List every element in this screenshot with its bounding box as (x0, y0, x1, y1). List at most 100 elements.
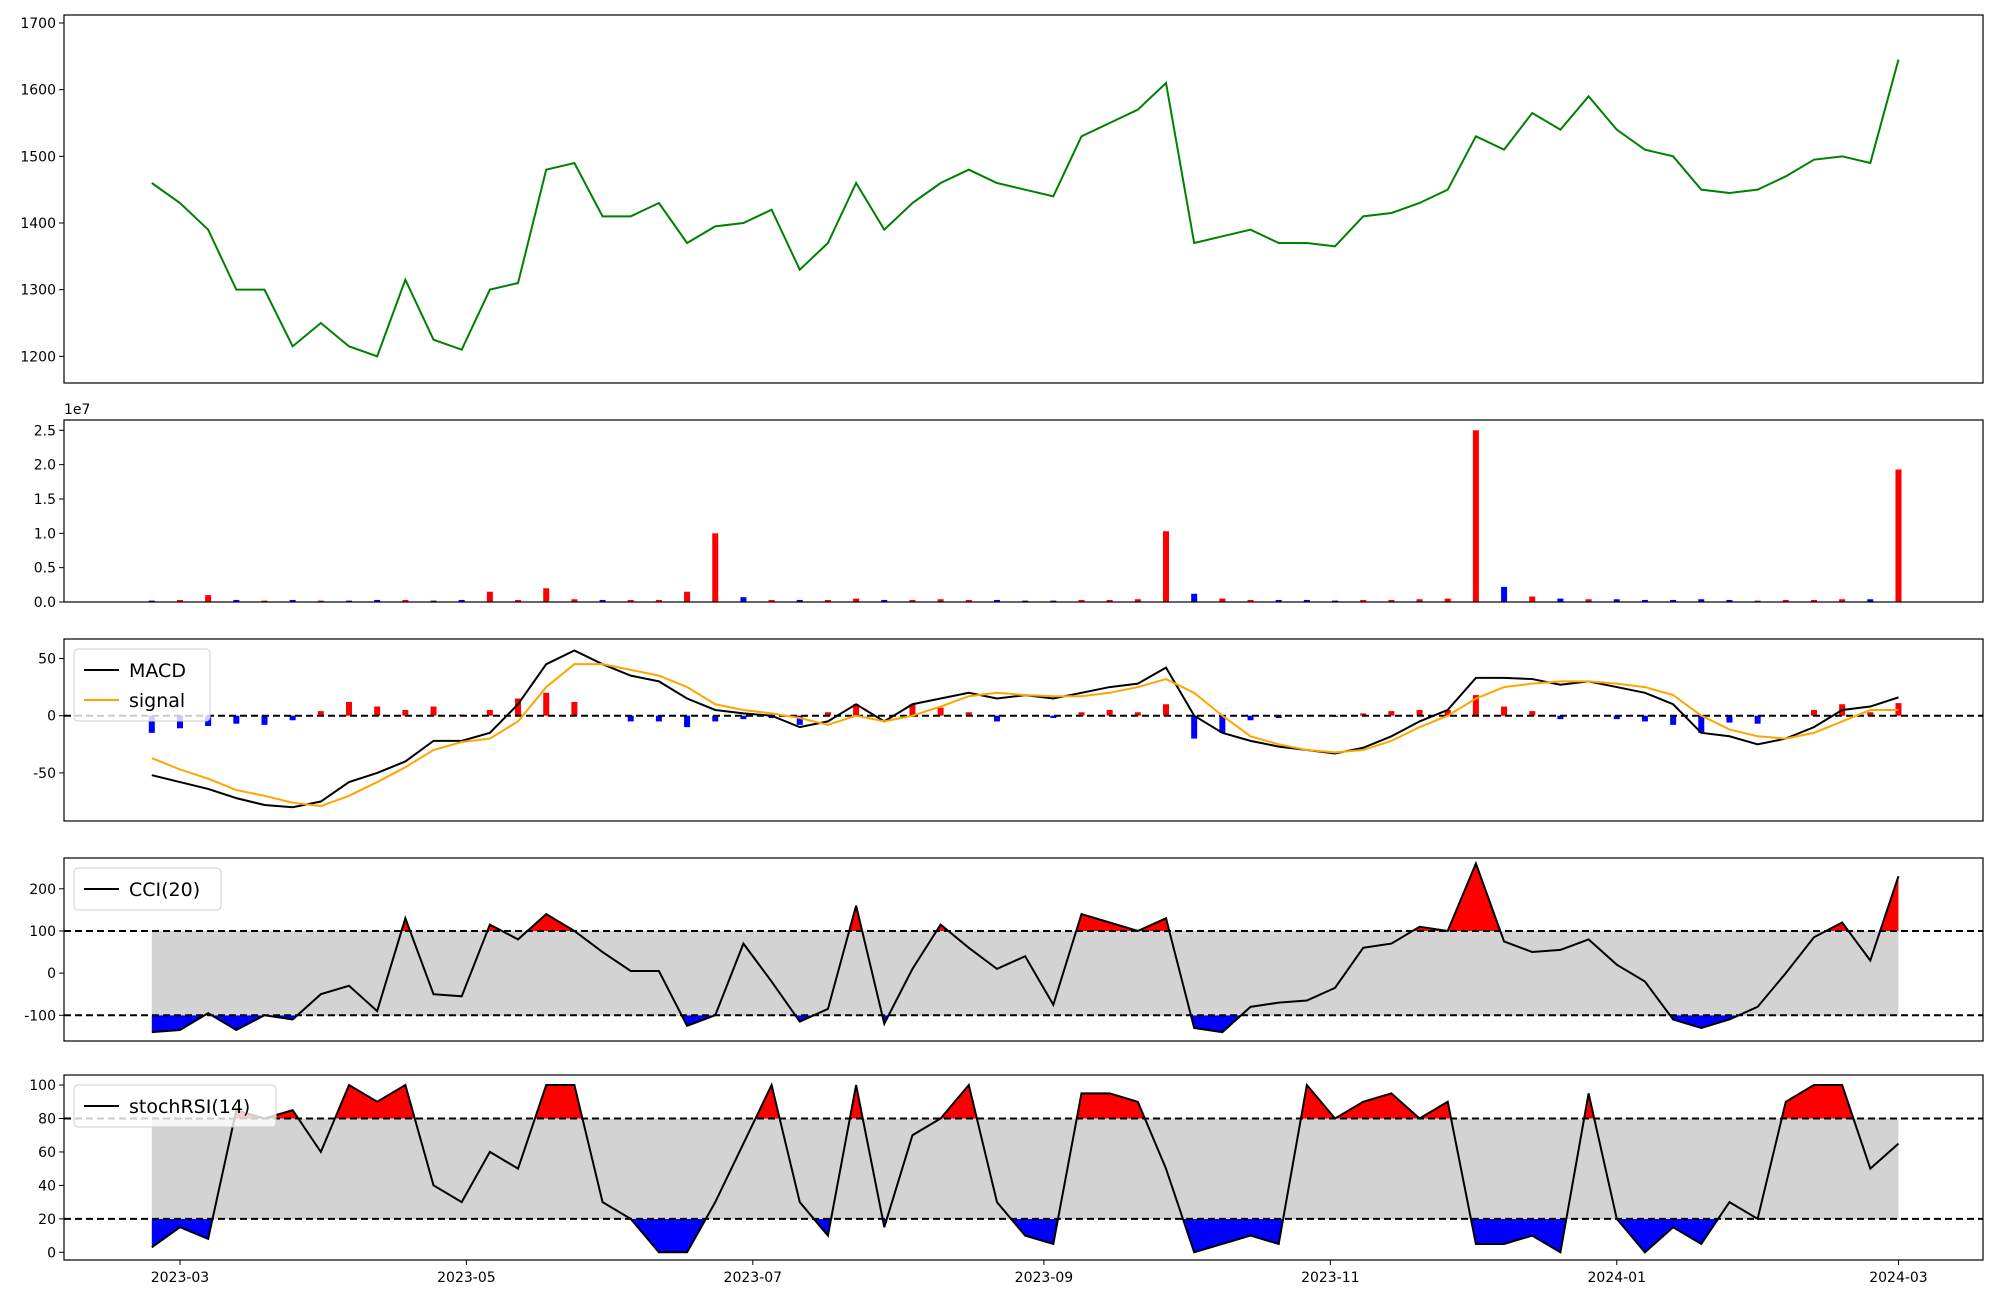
histogram-bar (1106, 709, 1113, 716)
histogram-bar (176, 715, 183, 729)
volume-bar (937, 599, 944, 602)
volume-bar (176, 599, 183, 602)
histogram-bar (684, 715, 691, 728)
volume-bar (346, 600, 353, 602)
histogram-bar (740, 715, 747, 720)
plot-area (64, 1082, 1983, 1254)
histogram-bar (148, 715, 155, 733)
volume-bar (430, 600, 437, 602)
histogram-bar (965, 712, 972, 716)
volume-bar (1050, 600, 1057, 602)
x-tick-label: 2023-11 (1301, 1270, 1360, 1286)
y-tick-label: 100 (29, 1078, 56, 1094)
volume-bar (1698, 599, 1705, 602)
volume-bar (374, 599, 381, 602)
volume-bar (1303, 599, 1310, 602)
neutral-band (151, 930, 1899, 1016)
axes-frame (63, 638, 1984, 822)
y-tick-label: 2.0 (34, 458, 56, 474)
histogram-bar (1247, 715, 1254, 721)
series-line (151, 860, 1900, 1034)
x-tick-label: 2023-07 (724, 1270, 783, 1286)
panel: 1200 1300 1400 1500 1600 1700 (20, 14, 1984, 384)
histogram-bar (909, 704, 916, 716)
legend-box (73, 867, 222, 911)
histogram-bar (515, 698, 522, 716)
histogram-bar (768, 715, 775, 718)
volume-bar (824, 599, 831, 602)
series-line (151, 663, 1899, 808)
y-tick-label: 0 (47, 1245, 56, 1261)
volume-bar (881, 599, 888, 602)
histogram-bar (1726, 715, 1733, 723)
legend: CCI(20) (73, 867, 222, 911)
volume-bar (1641, 599, 1648, 602)
volume-bar (1557, 598, 1564, 602)
axis-offset-label: 1e7 (64, 402, 90, 418)
volume-bar (1106, 599, 1113, 602)
y-tick-label: 0.5 (34, 561, 56, 577)
volume-bar (796, 599, 803, 602)
legend: MACD signal (73, 648, 211, 722)
histogram-bar (1698, 715, 1705, 733)
histogram-bar (571, 701, 578, 716)
panel: 0 20 40 60 80 100 2023-03 2023-05 2023-07 2023-09… (29, 1074, 1984, 1286)
histogram-bar (1501, 706, 1508, 716)
histogram-bar (824, 712, 831, 716)
histogram-bar (1078, 712, 1085, 716)
y-tick-label: 50 (38, 651, 56, 667)
histogram-bar (1557, 715, 1564, 720)
y-tick-label: -100 (24, 1008, 56, 1024)
histogram-bar (430, 706, 437, 716)
histogram-bar (1810, 709, 1817, 716)
histogram-bar (1867, 712, 1874, 716)
histogram-bar (853, 704, 860, 716)
x-tick-label: 2023-03 (151, 1270, 210, 1286)
volume-bar (1388, 599, 1395, 602)
histogram-bar (1191, 715, 1198, 739)
histogram-bar (1163, 704, 1170, 716)
series-line (151, 649, 1899, 809)
y-tick-label: 1200 (20, 349, 56, 365)
volume-bar (1163, 531, 1170, 602)
legend-label: CCI(20) (129, 879, 200, 901)
y-tick-label: 0.0 (34, 595, 56, 611)
histogram-bar (627, 715, 634, 722)
x-tick-label: 2024-01 (1588, 1270, 1647, 1286)
histogram-bar (233, 715, 240, 724)
histogram-bar (937, 707, 944, 716)
legend-label: signal (129, 690, 185, 712)
y-tick-label: -50 (33, 766, 56, 782)
volume-bar (1782, 599, 1789, 602)
plot-area (64, 860, 1983, 1034)
y-tick-label: 1.5 (34, 492, 56, 508)
plot-area (148, 430, 1902, 602)
y-tick-label: 1300 (20, 283, 56, 299)
volume-bar (909, 599, 916, 602)
volume-bar (1585, 599, 1592, 602)
plot-area (64, 649, 1983, 809)
panel: 0.0 0.5 1.0 1.5 2.0 2.5 1e7 (34, 402, 1984, 611)
x-tick-label: 2023-05 (437, 1270, 496, 1286)
histogram-bar (1670, 715, 1677, 725)
volume-bar (1810, 599, 1817, 602)
volume-bar (1501, 586, 1508, 602)
volume-bar (1332, 600, 1339, 602)
histogram-bar (317, 711, 324, 716)
y-tick-label: 200 (29, 882, 56, 898)
histogram-bar (712, 715, 719, 722)
volume-bar (1360, 599, 1367, 602)
histogram-bar (1444, 709, 1451, 716)
volume-bar (1754, 600, 1761, 602)
volume-bar (1472, 430, 1479, 602)
volume-bar (1191, 593, 1198, 602)
volume-bar (1416, 599, 1423, 602)
y-tick-label: 0 (47, 709, 56, 725)
x-tick-label: 2023-09 (1015, 1270, 1074, 1286)
volume-bar (627, 599, 634, 602)
legend-box (73, 1084, 277, 1128)
axes-frame (63, 419, 1984, 603)
volume-bar (458, 599, 465, 602)
